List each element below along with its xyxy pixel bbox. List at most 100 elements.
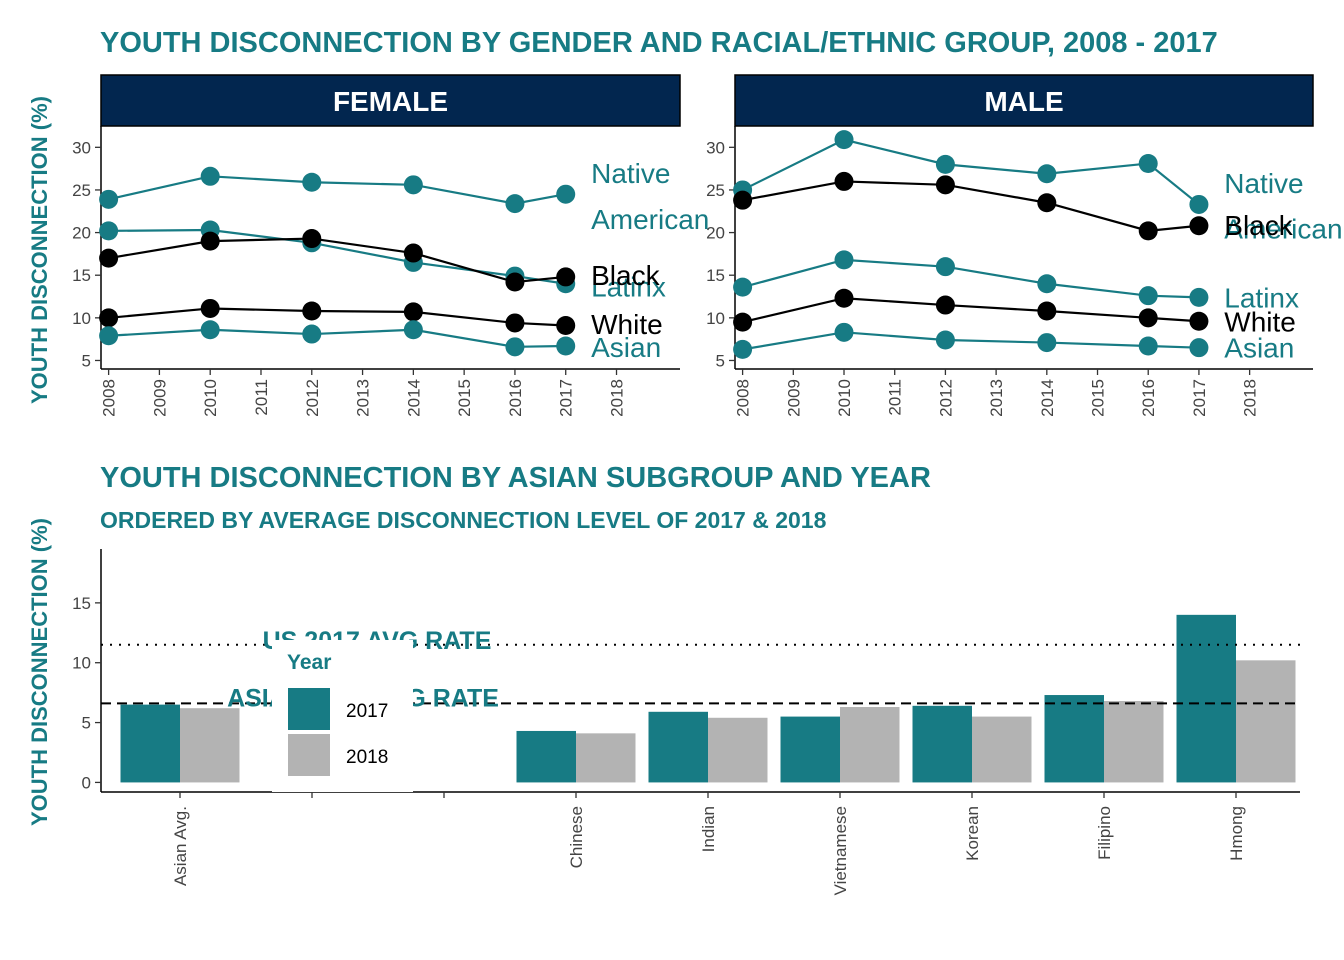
data-point bbox=[1138, 336, 1158, 356]
data-point bbox=[200, 320, 220, 340]
x-tick-label: 2008 bbox=[100, 379, 119, 417]
data-point bbox=[302, 301, 322, 321]
data-point bbox=[1189, 194, 1209, 214]
category-label: Korean bbox=[963, 806, 982, 861]
data-point bbox=[99, 221, 119, 241]
data-point bbox=[200, 166, 220, 186]
x-tick-label: 2016 bbox=[1139, 379, 1158, 417]
series-line-black bbox=[108, 237, 566, 284]
y-tick-label: 5 bbox=[82, 351, 91, 370]
series-label: Asian bbox=[591, 332, 661, 363]
bottom-y-tick-label: 0 bbox=[82, 773, 91, 792]
series-line-white bbox=[742, 297, 1199, 324]
data-point bbox=[1138, 286, 1158, 306]
top-y-axis-title: YOUTH DISCONNECTION (%) bbox=[27, 96, 52, 404]
x-tick-label: 2009 bbox=[784, 379, 803, 417]
data-point bbox=[834, 322, 854, 342]
bottom-y-tick-label: 15 bbox=[72, 594, 91, 613]
series-label: American bbox=[1224, 213, 1342, 244]
facet-panel-female: FEMALE 5 10 15 20 25 30 2008 2009 2010 2011 2012 201… bbox=[72, 74, 709, 417]
series-line-white bbox=[108, 307, 566, 327]
y-tick-label: 20 bbox=[72, 224, 91, 243]
x-tick-label: 2012 bbox=[303, 379, 322, 417]
data-point bbox=[834, 130, 854, 150]
y-tick-label: 15 bbox=[72, 266, 91, 285]
data-point bbox=[1189, 338, 1209, 358]
legend: Year 2017 2018 bbox=[272, 640, 413, 792]
data-point bbox=[733, 277, 753, 297]
category-label: Asian Avg. bbox=[171, 806, 190, 886]
x-tick-label: 2018 bbox=[608, 379, 627, 417]
y-tick-label: 10 bbox=[72, 309, 91, 328]
bar-2018 bbox=[708, 717, 768, 783]
bar-2017 bbox=[1044, 695, 1104, 783]
category-label: Filipino bbox=[1095, 806, 1114, 860]
x-tick-label: 2012 bbox=[936, 379, 955, 417]
x-tick-label: 2009 bbox=[150, 379, 169, 417]
data-point bbox=[1037, 274, 1057, 294]
x-tick-label: 2016 bbox=[506, 379, 525, 417]
y-tick-label: 25 bbox=[72, 181, 91, 200]
data-point bbox=[935, 175, 955, 195]
category-label: Chinese bbox=[567, 806, 586, 868]
data-point bbox=[302, 324, 322, 344]
bar-2017 bbox=[912, 705, 972, 783]
data-point bbox=[935, 330, 955, 350]
x-tick-label: 2010 bbox=[835, 379, 854, 417]
series-label: Black bbox=[591, 260, 660, 291]
data-point bbox=[935, 257, 955, 277]
series-label: Native bbox=[1224, 168, 1303, 199]
data-point bbox=[403, 175, 423, 195]
legend-swatch-2018 bbox=[288, 734, 330, 776]
y-tick-label: 15 bbox=[706, 266, 725, 285]
series-line-latinx bbox=[108, 228, 566, 285]
bottom-chart-title: YOUTH DISCONNECTION BY ASIAN SUBGROUP AN… bbox=[100, 462, 931, 494]
data-point bbox=[505, 194, 525, 214]
facet-strip-label: FEMALE bbox=[333, 86, 448, 117]
data-point bbox=[99, 248, 119, 268]
data-point bbox=[1138, 221, 1158, 241]
x-tick-label: 2017 bbox=[1190, 379, 1209, 417]
bar-2018 bbox=[1236, 660, 1296, 783]
x-tick-label: 2014 bbox=[404, 379, 423, 417]
data-point bbox=[1037, 193, 1057, 213]
data-point bbox=[403, 302, 423, 322]
data-point bbox=[834, 288, 854, 308]
x-tick-label: 2014 bbox=[1038, 379, 1057, 417]
bar-2017 bbox=[516, 730, 576, 783]
series-label: Latinx bbox=[1224, 282, 1299, 313]
bar-2018 bbox=[180, 708, 240, 783]
legend-title: Year bbox=[287, 651, 331, 674]
data-point bbox=[556, 267, 576, 287]
series-line-asian bbox=[108, 328, 566, 348]
x-tick-label: 2011 bbox=[252, 379, 271, 416]
series-label: Latinx bbox=[591, 271, 666, 302]
x-tick-label: 2017 bbox=[557, 379, 576, 417]
y-tick-label: 10 bbox=[706, 309, 725, 328]
data-point bbox=[1037, 333, 1057, 353]
data-point bbox=[733, 339, 753, 359]
data-point bbox=[302, 229, 322, 249]
category-label: Hmong bbox=[1227, 806, 1246, 861]
x-tick-label: 2015 bbox=[455, 379, 474, 417]
legend-swatch-2017 bbox=[288, 688, 330, 730]
series-line-latinx bbox=[742, 258, 1199, 299]
bar-2018 bbox=[576, 733, 636, 783]
data-point bbox=[1189, 216, 1209, 236]
series-line-asian bbox=[742, 331, 1199, 351]
y-tick-label: 20 bbox=[706, 224, 725, 243]
data-point bbox=[733, 312, 753, 332]
legend-label-2018: 2018 bbox=[346, 747, 388, 768]
bottom-y-tick-label: 10 bbox=[72, 654, 91, 673]
bar-2018 bbox=[972, 716, 1032, 783]
data-point bbox=[505, 337, 525, 357]
data-point bbox=[935, 154, 955, 174]
data-point bbox=[99, 308, 119, 328]
bottom-chart-subtitle: ORDERED BY AVERAGE DISCONNECTION LEVEL O… bbox=[100, 507, 827, 533]
data-point bbox=[403, 243, 423, 263]
y-tick-label: 5 bbox=[716, 351, 725, 370]
y-tick-label: 30 bbox=[72, 138, 91, 157]
data-point bbox=[403, 320, 423, 340]
